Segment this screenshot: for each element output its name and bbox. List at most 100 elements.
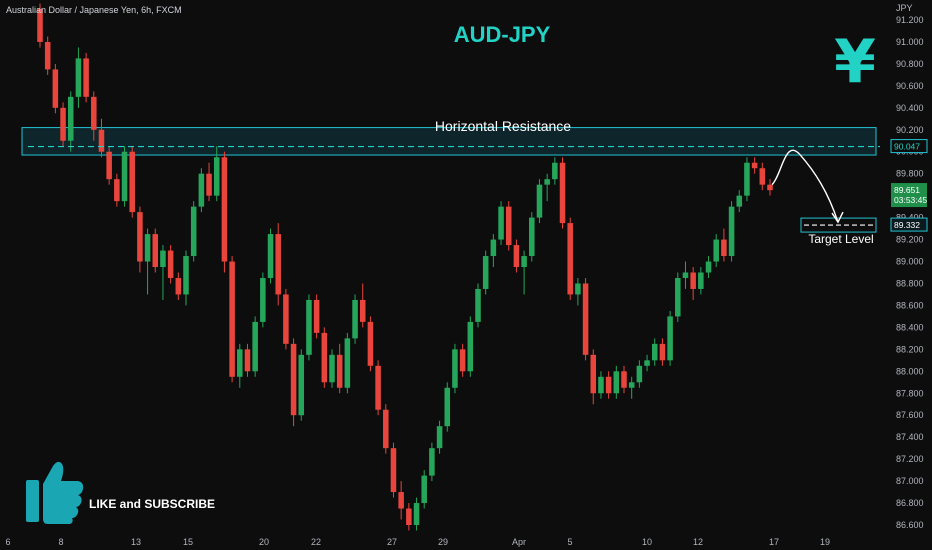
y-tick-label: 91.200 xyxy=(896,15,924,25)
candle-body xyxy=(160,250,166,268)
candle-body xyxy=(106,151,112,180)
candle-body xyxy=(313,299,320,333)
x-tick-label: 12 xyxy=(693,537,703,547)
candle-body xyxy=(682,272,689,278)
candle-body xyxy=(321,332,328,383)
chart-title: AUD-JPY xyxy=(454,22,551,47)
x-tick-label: 19 xyxy=(820,537,830,547)
candle-body xyxy=(429,448,435,476)
candle-body xyxy=(206,173,212,196)
target-price-tag-bg xyxy=(890,217,928,232)
candle-body xyxy=(567,223,573,295)
target-price-tag: 89.332 xyxy=(894,220,920,230)
candle-body xyxy=(605,376,612,394)
candle-body xyxy=(283,294,289,344)
y-tick-label: 88.800 xyxy=(896,278,924,288)
x-tick-label: 27 xyxy=(387,537,397,547)
x-tick-label: Apr xyxy=(512,537,526,547)
candle-body xyxy=(590,354,597,394)
candle-body xyxy=(91,96,97,130)
candle-body xyxy=(659,343,666,361)
candle-body xyxy=(490,239,497,257)
candle-body xyxy=(582,283,589,355)
candle-body xyxy=(636,365,643,383)
candle-body xyxy=(398,492,404,509)
resistance-label: Horizontal Resistance xyxy=(435,118,571,134)
y-tick-label: 88.200 xyxy=(896,344,924,354)
candle-body xyxy=(475,288,481,322)
y-tick-label: 87.400 xyxy=(896,432,924,442)
candle-body xyxy=(529,217,535,257)
resistance-price-tag: 90.047 xyxy=(894,142,920,152)
candle-body xyxy=(329,354,335,383)
candle-body xyxy=(444,387,451,427)
candle-body xyxy=(675,277,681,317)
target-label: Target Level xyxy=(808,232,873,246)
candle-body xyxy=(213,157,220,196)
x-tick-label: 15 xyxy=(183,537,193,547)
current-price-tag-bg xyxy=(891,183,927,208)
thumbs-up-icon[interactable] xyxy=(26,461,84,524)
candle-body xyxy=(167,250,174,278)
candle-body xyxy=(83,58,89,97)
x-tick-label: 22 xyxy=(311,537,321,547)
candle-body xyxy=(237,349,243,377)
candle-body xyxy=(190,206,197,257)
candle-body xyxy=(60,107,66,141)
candle-body xyxy=(129,151,135,213)
candle-body xyxy=(644,360,650,366)
x-tick-label: 8 xyxy=(58,537,63,547)
candle-body xyxy=(244,349,251,372)
candle-body xyxy=(137,212,143,262)
candle-body xyxy=(544,179,550,185)
y-tick-label: 91.000 xyxy=(896,37,924,47)
candle-body xyxy=(98,129,105,152)
arrow-head-icon xyxy=(831,211,844,224)
candle-body xyxy=(521,256,527,268)
target-box xyxy=(800,217,877,233)
candle-body xyxy=(751,162,758,169)
candle-body xyxy=(713,239,719,262)
y-tick-label: 86.800 xyxy=(896,498,924,508)
candle-body xyxy=(290,343,297,416)
x-tick-label: 10 xyxy=(642,537,652,547)
candle-body xyxy=(37,9,43,42)
candle-body xyxy=(728,206,735,257)
candle-body xyxy=(498,206,504,240)
candle-body xyxy=(67,96,74,141)
candle-body xyxy=(552,162,558,180)
candle-body xyxy=(421,475,427,504)
x-tick-label: 6 xyxy=(5,537,10,547)
candle-body xyxy=(44,41,51,70)
y-tick-label: 87.600 xyxy=(896,410,924,420)
y-tick-label: 90.200 xyxy=(896,125,924,135)
x-tick-label: 17 xyxy=(769,537,779,547)
candle-body xyxy=(736,195,743,207)
y-tick-label: 88.000 xyxy=(896,366,924,376)
candle-body xyxy=(559,162,566,224)
x-tick-label: 13 xyxy=(131,537,141,547)
candle-body xyxy=(436,426,443,449)
candle-body xyxy=(698,272,704,289)
candle-body xyxy=(459,349,466,372)
candle-body xyxy=(759,168,766,185)
candle-body xyxy=(375,365,381,410)
candle-body xyxy=(344,338,351,388)
candle-body xyxy=(352,299,358,339)
candle-body xyxy=(175,277,182,295)
candle-body xyxy=(152,234,159,268)
candle-body xyxy=(114,179,120,202)
resistance-zone xyxy=(21,127,877,156)
cta-text[interactable]: LIKE and SUBSCRIBE xyxy=(89,497,215,511)
countdown-label: 03:53:45 xyxy=(894,195,927,205)
candle-body xyxy=(413,503,420,525)
candle-body xyxy=(452,349,458,388)
x-tick-label: 5 xyxy=(567,537,572,547)
current-price-tag: 89.651 xyxy=(894,185,920,195)
candle-body xyxy=(767,184,773,191)
y-tick-label: 89.800 xyxy=(896,169,924,179)
y-tick-label: 88.400 xyxy=(896,322,924,332)
candle-body xyxy=(628,382,635,388)
